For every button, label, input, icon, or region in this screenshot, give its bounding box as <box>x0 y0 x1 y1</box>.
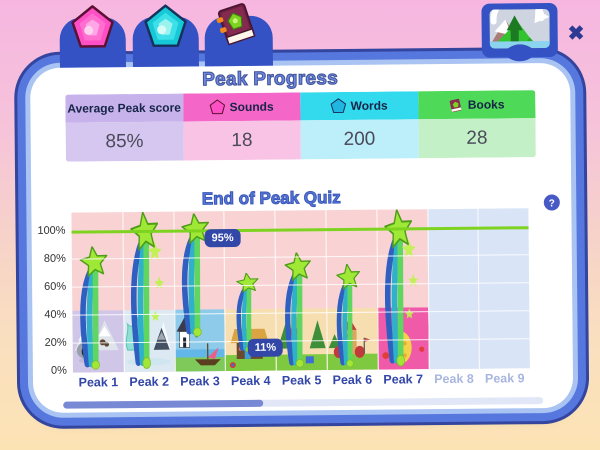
svg-text:?: ? <box>549 198 555 209</box>
